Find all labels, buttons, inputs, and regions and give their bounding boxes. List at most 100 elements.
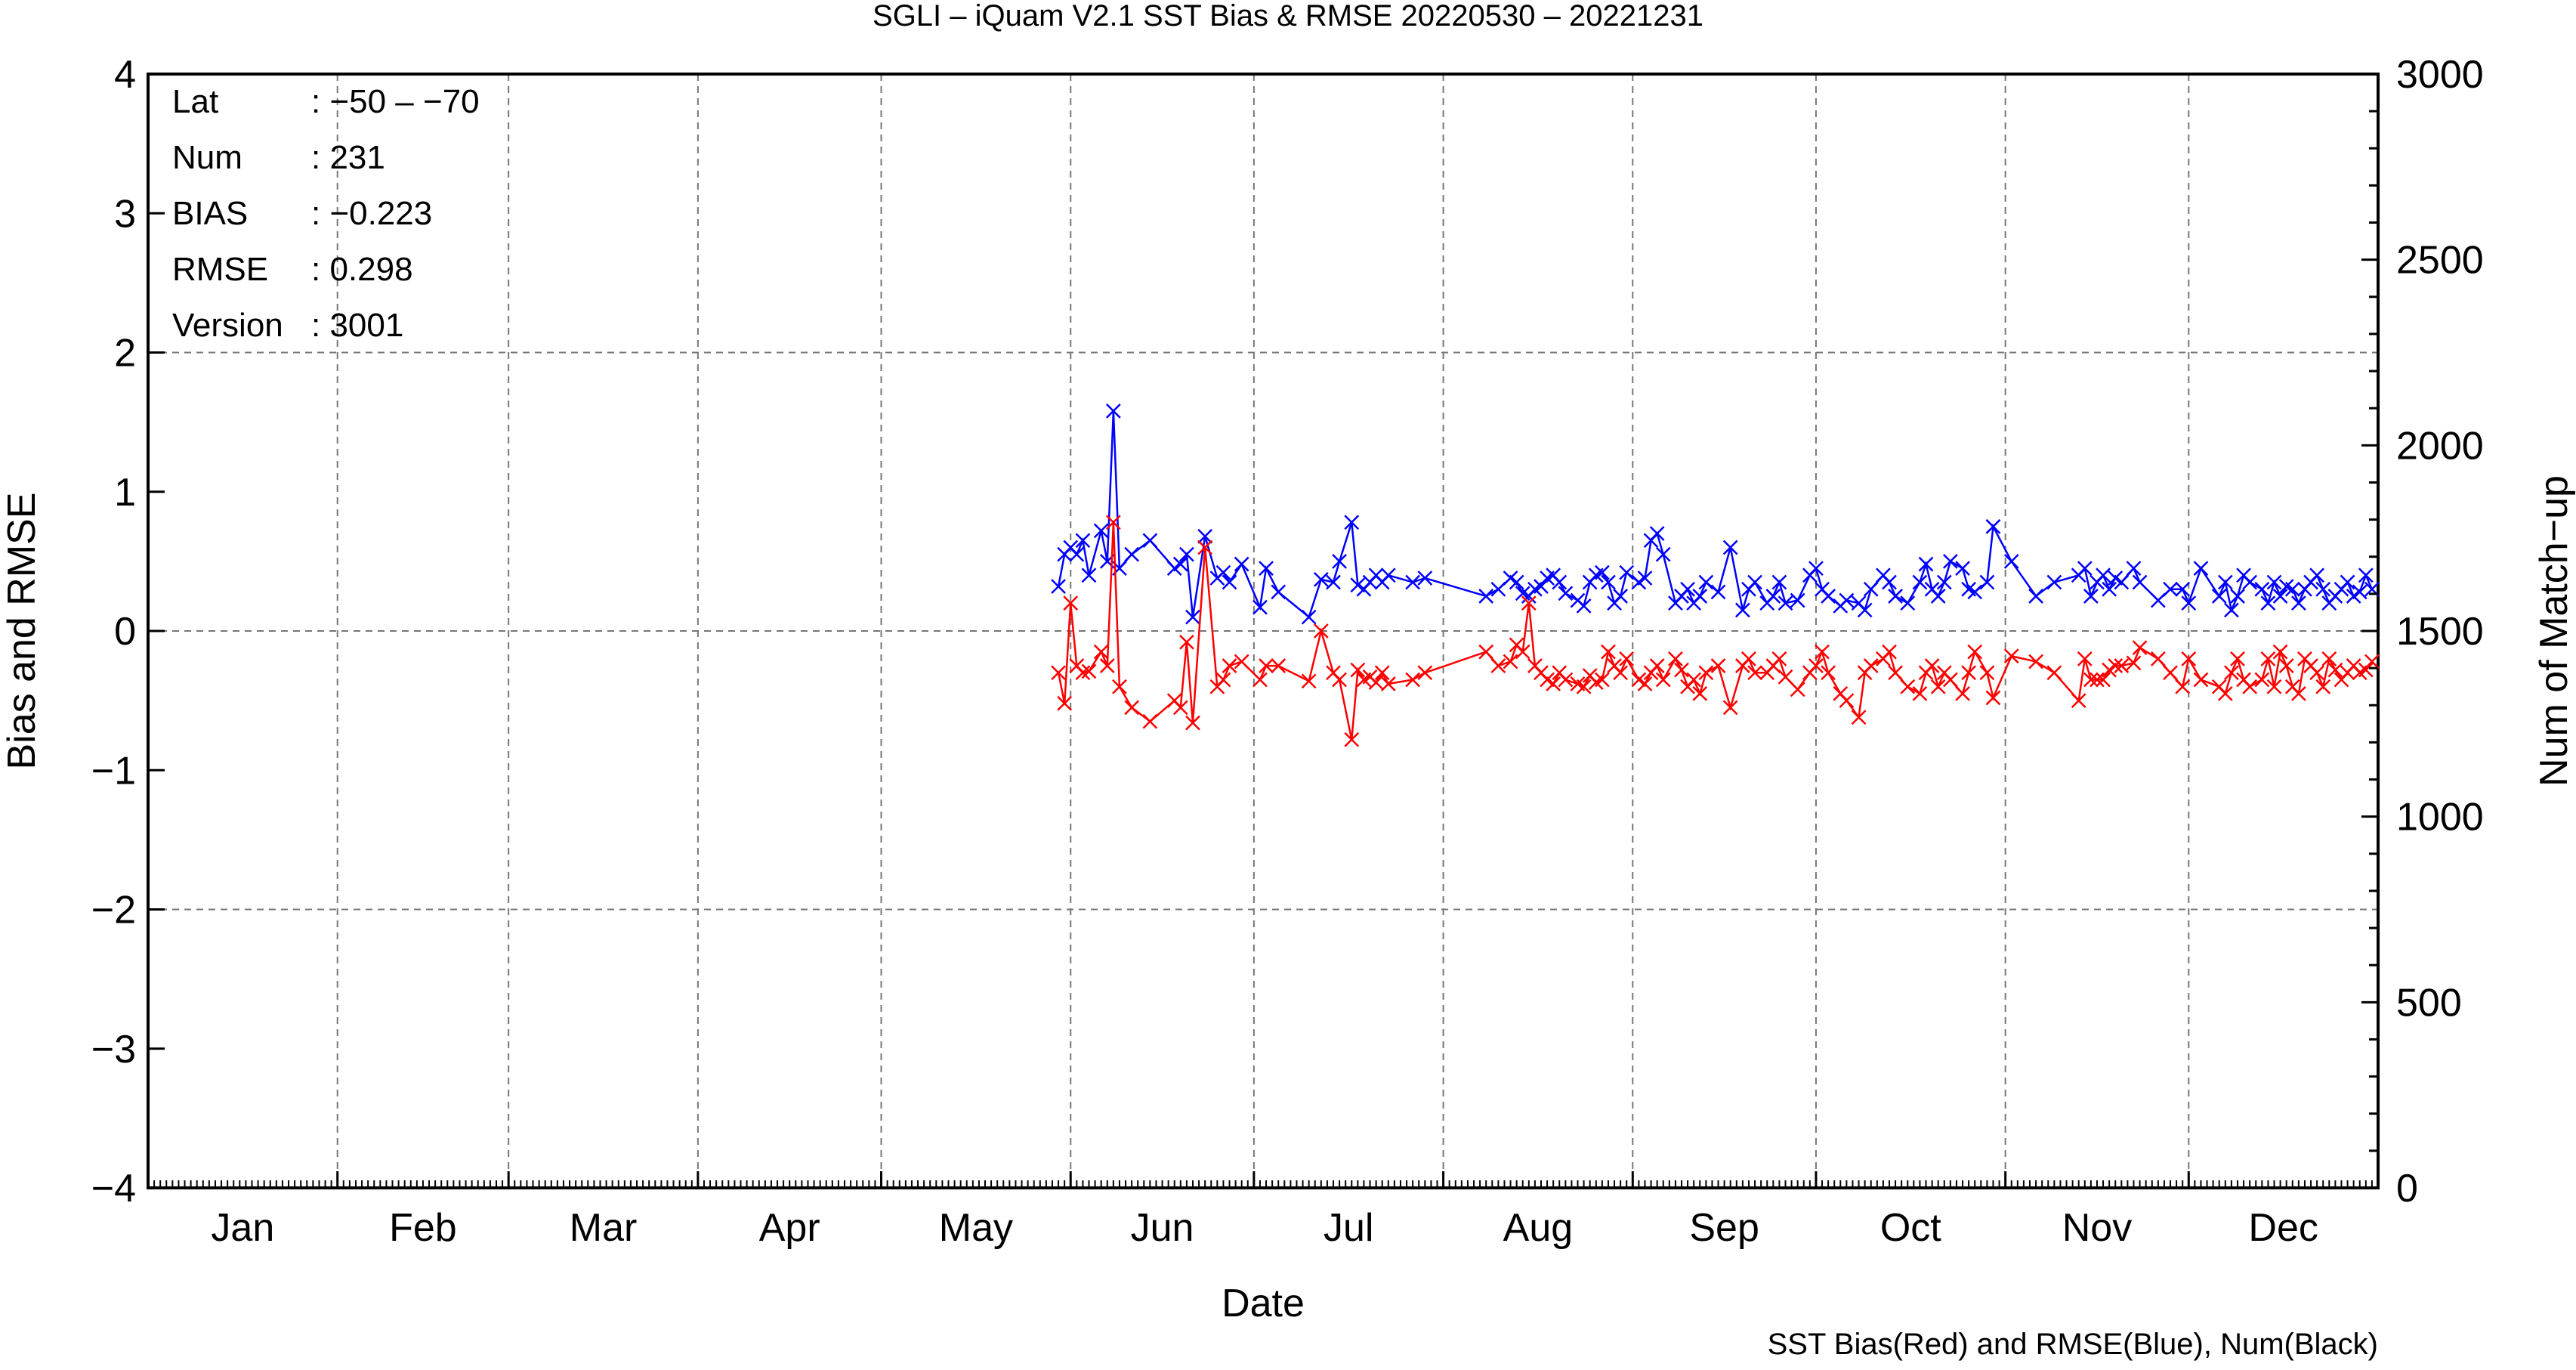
bias-marker-stroke [1478,644,1494,660]
month-label: Dec [2248,1206,2318,1250]
bias-marker-stroke [1172,700,1188,716]
rmse-marker-stroke [2102,581,2117,597]
rmse-marker-stroke [2340,574,2355,590]
bias-point [1478,644,1494,660]
rmse-marker-stroke [1301,609,1317,625]
bias-marker-stroke [1955,686,1970,701]
bias-marker-stroke [2114,658,2130,673]
rmse-point [1778,595,1793,611]
bias-point [1771,651,1787,666]
bias-point [1405,672,1421,688]
stats-label: BIAS [172,195,248,232]
rmse-marker-stroke [2364,581,2380,597]
rmse-point [2217,574,2233,590]
bias-point [1093,644,1109,660]
y-axis-label: Bias and RMSE [0,492,44,769]
stats-label: Lat [172,83,218,120]
y2-tick-label: 0 [2396,1167,2418,1211]
bias-marker-stroke [1979,665,1995,681]
bias-marker-stroke [1271,658,1286,673]
rmse-point [1771,574,1787,590]
rmse-marker-stroke [1734,602,1750,618]
bias-point [2083,672,2099,688]
rmse-marker-stroke [2163,581,2178,597]
bias-marker-stroke [1234,654,1249,670]
rmse-point [1332,553,1347,569]
bias-marker-stroke [2090,672,2105,688]
bias-marker-stroke [1649,658,1665,673]
bias-marker-stroke [2242,679,2258,694]
bias-marker-stroke [1985,690,2001,706]
rmse-marker-stroke [2046,574,2062,590]
rmse-marker-stroke [1900,595,1916,611]
month-label: Oct [1880,1206,1941,1250]
rmse-point [1105,404,1121,419]
rmse-point [1710,584,1726,600]
rmse-point [1509,574,1524,590]
y-axis-ticks: 4 3 2 1 0 −1 −2 −3 −4 [91,53,165,1211]
bias-point [1900,679,1916,694]
bias-point [1985,690,2001,706]
rmse-marker-stroke [1417,571,1433,586]
rmse-point [1955,561,1970,576]
bias-marker-stroke [1546,676,1561,691]
rmse-point [1069,546,1085,562]
bias-point [2175,679,2191,694]
bias-marker-stroke [1631,672,1647,688]
bias-marker-stroke [1259,658,1274,673]
bias-marker-stroke [1863,658,1879,673]
rmse-point [1839,592,1855,608]
bias-marker-stroke [1081,663,1097,679]
bias-point [1057,695,1073,711]
rmse-marker-stroke [1081,567,1097,583]
rmse-marker-stroke [1722,540,1738,555]
rmse-marker-stroke [1680,581,1695,597]
bias-marker-stroke [2077,651,2093,666]
bias-marker-stroke [1124,700,1139,716]
rmse-marker-stroke [2358,567,2374,583]
rmse-marker-stroke [1503,571,1518,586]
bias-marker-stroke [1405,672,1421,688]
rmse-marker-stroke [2132,574,2148,590]
rmse-marker-stroke [1698,574,1714,590]
rmse-marker-stroke [1271,584,1286,600]
bias-point [1124,700,1139,716]
stats-value: : 231 [311,139,385,176]
bias-point [1961,665,1977,681]
rmse-marker-stroke [1936,574,1952,590]
bias-marker-stroke [2230,651,2245,666]
bias-marker-stroke [2315,679,2331,694]
rmse-marker-stroke [2077,561,2093,576]
rmse-marker-stroke [1105,404,1121,419]
bias-point [2114,658,2130,673]
bias-marker-stroke [1570,676,1586,691]
bias-marker-stroke [1051,665,1066,681]
rmse-marker-stroke [2083,589,2099,604]
bias-marker-stroke [1778,669,1793,685]
rmse-marker-stroke [1790,592,1805,608]
bias-point [1619,651,1635,666]
rmse-point [1985,518,2001,534]
bias-marker-stroke [1692,686,1708,701]
bias-marker-stroke [2217,686,2233,701]
rmse-marker-stroke [1747,574,1762,590]
bias-point [1637,676,1653,691]
rmse-marker-stroke [1613,589,1629,604]
y2-tick-label: 1000 [2396,796,2484,840]
bias-point [1521,595,1537,611]
bias-marker-stroke [2071,693,2086,709]
rmse-marker-stroke [1197,528,1213,544]
y-tick-label: −3 [91,1028,136,1072]
rmse-point [1478,589,1494,604]
rmse-marker-stroke [2108,571,2124,586]
rmse-point [1344,515,1360,530]
bias-marker-stroke [1594,672,1610,688]
rmse-point [1918,556,1934,572]
bias-point [1490,658,1506,673]
rmse-marker-stroke [2193,561,2209,576]
bias-point [1234,654,1249,670]
rmse-marker-stroke [1405,574,1421,590]
rmse-point [2175,581,2191,597]
bias-marker-stroke [1350,662,1366,678]
bias-marker-stroke [2132,640,2148,655]
